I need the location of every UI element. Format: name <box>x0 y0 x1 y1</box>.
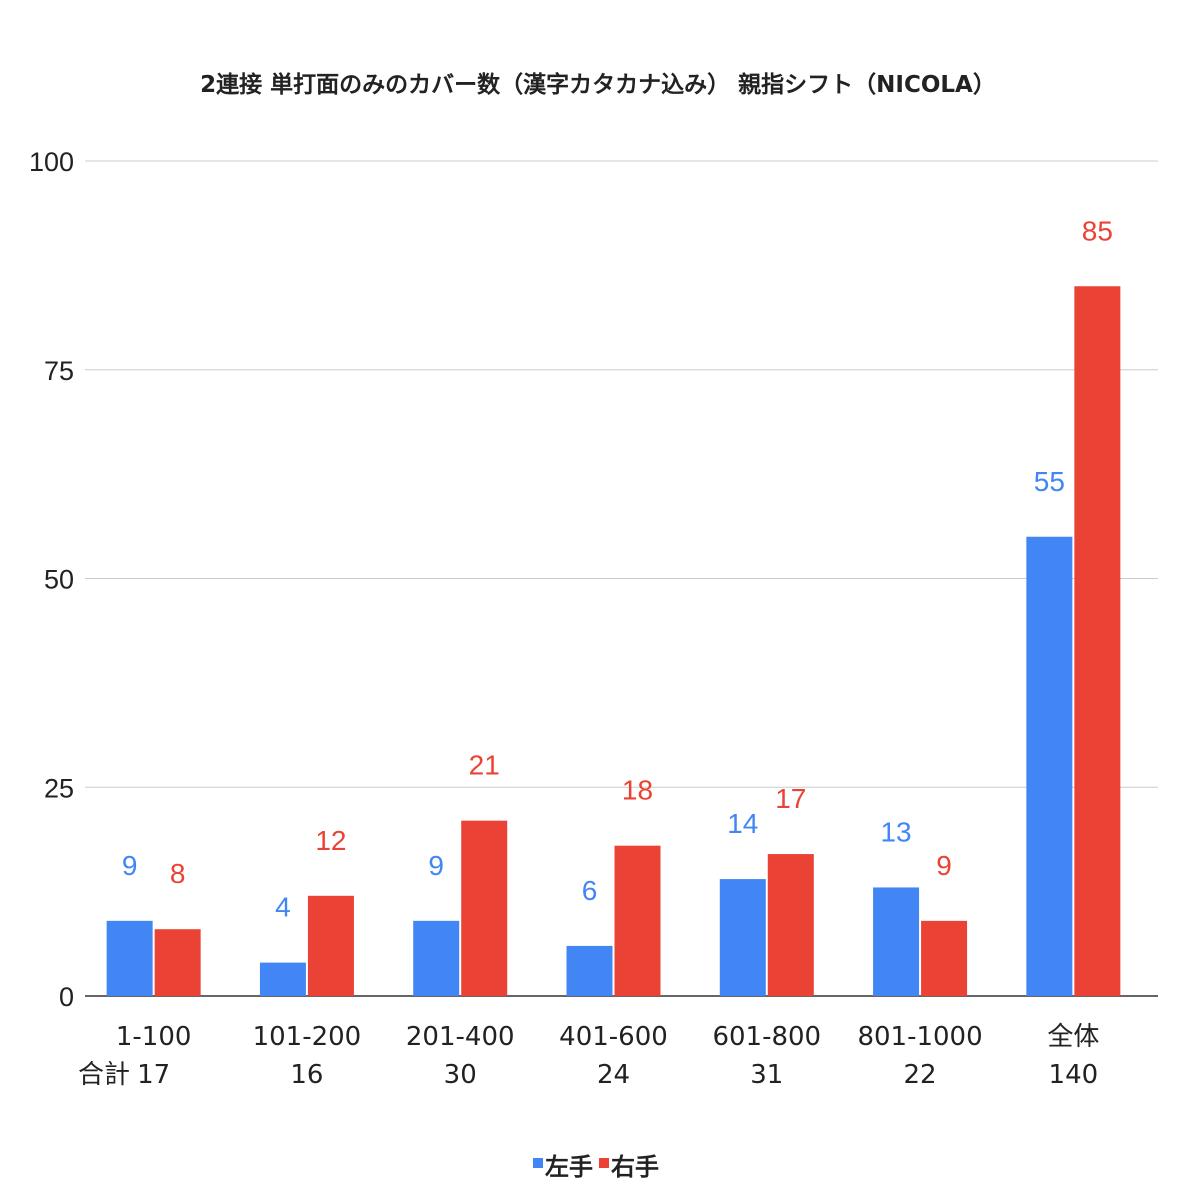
x-tick-label: 全体 <box>1047 1022 1099 1052</box>
data-label: 6 <box>582 875 598 906</box>
bar <box>719 879 766 996</box>
x-axis-categories: 1-100 17 101-200 16 201-400 30 401-600 24 601-80… <box>78 1022 1099 1090</box>
data-label: 18 <box>622 775 653 806</box>
bar <box>873 887 920 996</box>
bar <box>767 854 814 996</box>
data-label: 4 <box>275 892 291 923</box>
legend-swatch <box>599 1158 609 1168</box>
bar <box>307 895 354 996</box>
x-tick-label: 601-800 <box>712 1022 821 1052</box>
bar <box>106 920 153 996</box>
y-tick-label: 25 <box>44 773 74 803</box>
data-label: 12 <box>315 825 346 856</box>
total-label: 24 <box>597 1060 630 1090</box>
data-label: 85 <box>1082 215 1113 246</box>
bar <box>413 920 460 996</box>
bar <box>259 962 306 996</box>
data-labels: 9 8 4 12 9 21 6 18 14 17 13 9 55 85 <box>122 215 1113 922</box>
data-label: 14 <box>727 808 758 839</box>
data-label: 13 <box>880 816 911 847</box>
y-tick-label: 75 <box>44 356 74 386</box>
x-tick-label: 201-400 <box>406 1022 515 1052</box>
total-label: 31 <box>750 1060 783 1090</box>
total-label: 140 <box>1049 1060 1099 1090</box>
legend-swatch <box>533 1158 543 1168</box>
x-tick-label: 801-1000 <box>857 1022 982 1052</box>
legend: 左手 右手 <box>533 1153 659 1181</box>
bar <box>566 945 613 996</box>
bar <box>1074 286 1121 996</box>
data-label: 9 <box>122 850 138 881</box>
legend-label: 左手 <box>545 1153 593 1181</box>
y-tick-label: 50 <box>44 565 74 595</box>
chart-title: 2連接 単打面のみのカバー数（漢字カタカナ込み） 親指シフト（NICOLA） <box>200 71 996 98</box>
bar <box>154 929 201 996</box>
data-label: 21 <box>469 750 500 781</box>
total-label: 16 <box>290 1060 323 1090</box>
bar <box>1026 536 1073 996</box>
bars <box>106 286 1121 996</box>
bar <box>921 920 968 996</box>
data-label: 55 <box>1034 466 1065 497</box>
bar <box>614 845 661 996</box>
x-tick-label: 1-100 <box>116 1022 192 1052</box>
data-label: 9 <box>428 850 444 881</box>
data-label: 17 <box>775 783 806 814</box>
bar <box>461 820 508 996</box>
data-label: 8 <box>170 858 186 889</box>
data-label: 9 <box>936 850 952 881</box>
x-tick-label: 401-600 <box>559 1022 668 1052</box>
total-row-label: 合計 <box>78 1060 130 1090</box>
total-label: 30 <box>444 1060 477 1090</box>
y-tick-label: 0 <box>59 982 74 1012</box>
y-axis-ticks: 0 25 50 75 100 <box>29 147 74 1012</box>
y-tick-label: 100 <box>29 147 74 177</box>
legend-label: 右手 <box>611 1153 659 1181</box>
x-tick-label: 101-200 <box>253 1022 362 1052</box>
total-label: 22 <box>904 1060 937 1090</box>
total-label: 17 <box>137 1060 170 1090</box>
